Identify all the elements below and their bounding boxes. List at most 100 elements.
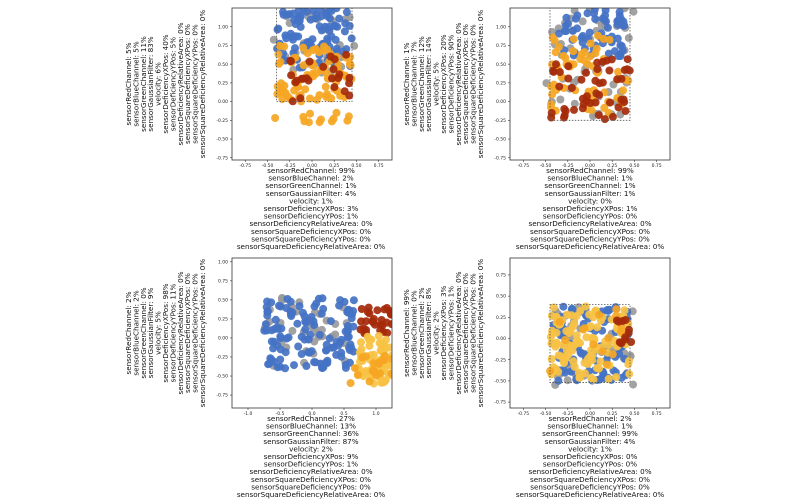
scatter-point xyxy=(365,377,374,386)
scatter-point xyxy=(555,68,564,77)
scatter-point xyxy=(600,15,609,24)
x-tick-label: 0.00 xyxy=(307,163,317,169)
y-axis-label-line: velocity: 2% xyxy=(432,311,441,355)
y-tick-label: 0.25 xyxy=(218,80,228,86)
x-axis-label-line: sensorGaussianFilter: 87% xyxy=(263,437,358,446)
scatter-point xyxy=(562,21,570,30)
y-axis-label-line: sensorSquareDeficiencyRelativeArea: 0% xyxy=(198,259,207,408)
scatter-point xyxy=(349,322,358,331)
y-axis-label-line: sensorRedChannel: 5% xyxy=(124,42,133,125)
scatter-point xyxy=(595,310,604,319)
y-tick-label: -0.25 xyxy=(216,355,228,361)
subplot-1: -0.75 -0.50 -0.25 0.00 0.25 0.50 0.75 -0.75 -0.5… xyxy=(124,7,393,251)
scatter-point xyxy=(337,348,346,357)
scatter-point xyxy=(305,348,314,357)
scatter-point xyxy=(580,48,589,57)
x-axis-label: sensorRedChannel: 2% sensorBlueChannel: 1… xyxy=(516,414,665,499)
y-axis-label-line: sensorSquareDeficiencyYPos: 0% xyxy=(469,24,478,144)
y-tick-label: -0.50 xyxy=(494,137,506,143)
y-axis-label-line: sensorBlueChannel: 7% xyxy=(409,41,418,127)
y-axis-label-line: sensorSquareDeficiencyRelativeArea: 0% xyxy=(476,259,485,408)
scatter-point xyxy=(369,359,378,368)
scatter-point xyxy=(604,341,613,350)
scatter-point xyxy=(578,104,587,113)
scatter-point xyxy=(343,326,352,335)
scatter-point xyxy=(623,65,632,74)
scatter-point xyxy=(619,17,628,26)
scatter-point xyxy=(276,355,285,364)
scatter-point xyxy=(604,306,613,315)
y-axis-label-line: sensorSquareDeficiencyRelativeArea: 0% xyxy=(198,10,207,159)
scatter-point xyxy=(365,341,374,350)
scatter-point xyxy=(306,109,314,118)
scatter-point xyxy=(323,356,332,365)
x-axis-label: sensorRedChannel: 27% sensorBlueChannel: … xyxy=(237,414,386,499)
scatter-point xyxy=(554,43,563,52)
x-tick-label: 0.5 xyxy=(340,411,347,417)
scatter-point xyxy=(290,361,298,370)
scatter-point xyxy=(312,95,321,104)
x-axis-label-line: sensorDeficiencyXPos: 3% xyxy=(264,204,359,213)
y-axis-label-line: sensorSquareDeficiencyYPos: 0% xyxy=(469,273,478,393)
scatter-point xyxy=(322,93,331,102)
x-tick-label: 0.00 xyxy=(585,411,595,417)
scatter-point xyxy=(629,380,638,389)
x-axis-label-line: sensorGaussianFilter: 4% xyxy=(545,437,636,446)
scatter-point xyxy=(569,35,578,44)
scatter-point xyxy=(586,39,595,48)
y-tick-label: 1.00 xyxy=(496,24,506,30)
x-axis-label-line: sensorBlueChannel: 1% xyxy=(547,422,633,431)
scatter-point xyxy=(614,52,623,61)
scatter-point xyxy=(376,369,384,378)
scatter-point xyxy=(378,339,387,348)
scatter-point xyxy=(326,317,335,326)
x-tick-label: -1.0 xyxy=(244,411,253,417)
scatter-point xyxy=(547,113,556,122)
scatter-point xyxy=(387,369,392,378)
scatter-point xyxy=(576,55,585,63)
y-axis-label-line: sensorDeficiencyRelativeArea: 0% xyxy=(176,22,185,145)
scatter-point xyxy=(595,375,604,384)
y-axis-label-line: sensorBlueChannel: 2% xyxy=(131,290,140,376)
scatter-point xyxy=(326,52,335,61)
y-axis-label-line: sensorDeficiencyYPos: 11% xyxy=(168,283,177,382)
scatter-point xyxy=(328,74,336,83)
scatter-point xyxy=(617,74,626,83)
x-tick-label: 0.25 xyxy=(607,411,617,417)
scatter-point xyxy=(357,305,366,313)
scatter-point xyxy=(602,360,611,369)
scatter-point xyxy=(598,347,607,356)
scatter-point xyxy=(327,117,336,126)
y-tick-label: 0.75 xyxy=(218,43,228,49)
y-axis-label-line: sensorDeficiencyRelativeArea: 0% xyxy=(454,22,463,145)
x-axis-label-line: sensorDeficiencyXPos: 0% xyxy=(543,452,638,461)
x-tick-label: -0.25 xyxy=(562,411,574,417)
x-tick-label: 0.00 xyxy=(585,163,595,169)
scatter-point xyxy=(330,83,339,92)
scatter-point xyxy=(357,338,365,347)
scatter-points xyxy=(260,294,392,388)
scatter-point xyxy=(287,57,295,66)
scatter-point xyxy=(621,333,630,342)
y-axis-label-line: sensorSquareDeficiencyXPos: 0% xyxy=(183,273,192,393)
x-axis-label-line: sensorRedChannel: 99% xyxy=(267,166,355,175)
scatter-point xyxy=(555,318,564,326)
scatter-point xyxy=(595,90,603,99)
scatter-point xyxy=(554,376,563,385)
scatter-point xyxy=(288,326,297,335)
scatter-point xyxy=(569,357,578,366)
region-box xyxy=(549,304,631,383)
scatter-point xyxy=(306,94,314,103)
x-tick-label: 0.75 xyxy=(652,163,662,169)
scatter-point xyxy=(568,26,577,35)
x-tick-label: -0.50 xyxy=(262,163,274,169)
scatter-point xyxy=(301,85,310,94)
scatter-point xyxy=(594,111,603,120)
scatter-point xyxy=(345,79,354,88)
scatter-point xyxy=(261,320,270,329)
scatter-point xyxy=(275,301,283,310)
scatter-point xyxy=(591,98,600,107)
scatter-point xyxy=(306,330,315,339)
axes-frame xyxy=(509,257,671,409)
